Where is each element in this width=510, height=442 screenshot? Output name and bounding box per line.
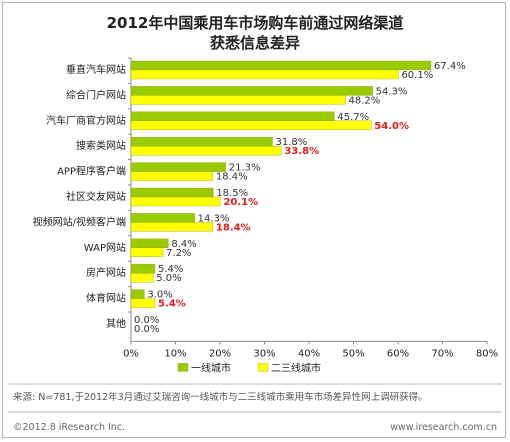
data-label: 18.5% [216, 188, 248, 199]
x-tick-label: 0% [123, 348, 139, 359]
bar-tier23 [130, 298, 156, 308]
x-tick-label: 60% [387, 348, 409, 359]
chart-title-line-2: 获悉信息差异 [210, 34, 300, 52]
data-label: 3.0% [147, 290, 172, 301]
bar-chart: 2012年中国乘用车市场购车前通过网络渠道 获悉信息差异 0% 10% 20% 30%… [8, 14, 502, 433]
category-label: 房产网站 [86, 266, 126, 279]
category-label: APP程序客户端 [57, 165, 126, 178]
data-label: 45.7% [337, 112, 369, 123]
bar-tier23 [130, 196, 221, 207]
data-label: 31.8% [276, 137, 308, 148]
x-tick-label: 10% [164, 348, 186, 359]
plot-area: 0% 10% 20% 30% 40% 50% 60% 70% 80% 垂直汽车网站 67.4%60.… [33, 57, 498, 359]
data-label: 18.4% [216, 172, 248, 183]
legend-swatch [257, 363, 269, 372]
data-label: 0.0% [134, 324, 159, 335]
category-label: 社区交友网站 [66, 190, 126, 203]
chart-title-line-1: 2012年中国乘用车市场购车前通过网络渠道 [107, 14, 404, 32]
data-label: 5.0% [156, 273, 181, 284]
category-label: 搜索类网站 [76, 139, 126, 152]
bar-tier1 [130, 187, 214, 198]
legend-label: 一线城市 [191, 361, 231, 374]
bar-tier23 [130, 69, 399, 80]
bar-tier1 [130, 137, 273, 147]
x-tick-label: 70% [431, 348, 453, 359]
x-tick-label: 20% [209, 348, 231, 359]
bar-tier1 [130, 162, 226, 172]
bar-tier23 [130, 120, 372, 130]
data-label: 33.8% [284, 146, 319, 157]
data-label: 7.2% [166, 248, 191, 259]
bar-tier1 [130, 238, 169, 248]
bar-tier1 [130, 60, 432, 71]
chart-frame: 2012年中国乘用车市场购车前通过网络渠道 获悉信息差异 0% 10% 20% 30%… [2, 2, 506, 438]
category-label: 其他 [106, 317, 126, 330]
data-label: 0.0% [134, 315, 159, 326]
bar-tier1 [130, 86, 373, 96]
category-label: WAP网站 [84, 241, 126, 254]
bar-tier23 [130, 146, 282, 156]
footer-copyright: ©2012.8 iResearch Inc. [13, 422, 125, 433]
bar-tier23 [130, 273, 154, 283]
bar-tier23 [130, 171, 214, 181]
bar-tier23 [130, 247, 164, 257]
x-tick-label: 80% [476, 348, 498, 359]
category-label: 汽车厂商官方网站 [46, 114, 126, 127]
x-tick-label: 40% [298, 348, 320, 359]
data-label: 60.1% [401, 70, 433, 81]
category-label: 体育网站 [86, 292, 126, 305]
x-tick-label: 50% [342, 348, 364, 359]
data-label: 20.1% [223, 197, 258, 208]
legend-label: 二三线城市 [271, 361, 321, 374]
category-label: 视频网站/视频客户端 [33, 215, 126, 228]
x-tick-label: 30% [253, 348, 275, 359]
source-note: 来源: N=781,于2012年3月通过艾瑞咨询一线城市与二三线城市乘用车市场差… [13, 391, 428, 403]
data-label: 14.3% [198, 213, 230, 224]
category-label: 垂直汽车网站 [66, 63, 126, 76]
bar-tier1 [130, 213, 195, 223]
legend-swatch [177, 363, 189, 372]
data-label: 18.4% [216, 222, 251, 233]
data-label: 8.4% [171, 239, 196, 250]
bar-tier23 [130, 222, 214, 232]
footer-website: www.iresearch.com.cn [390, 422, 497, 433]
bar-tier1 [130, 289, 145, 299]
data-label: 5.4% [158, 264, 183, 275]
category-label: 综合门户网站 [66, 88, 126, 101]
data-label: 21.3% [229, 163, 261, 174]
bar-tier1 [130, 264, 156, 274]
data-label: 48.2% [348, 95, 380, 106]
data-label: 54.3% [376, 86, 408, 97]
data-label: 67.4% [434, 61, 466, 72]
legend: 一线城市 二三线城市 [177, 361, 321, 374]
data-label: 54.0% [374, 121, 409, 132]
bar-tier1 [130, 111, 335, 121]
data-label: 5.4% [158, 299, 186, 310]
bar-tier23 [130, 95, 346, 105]
